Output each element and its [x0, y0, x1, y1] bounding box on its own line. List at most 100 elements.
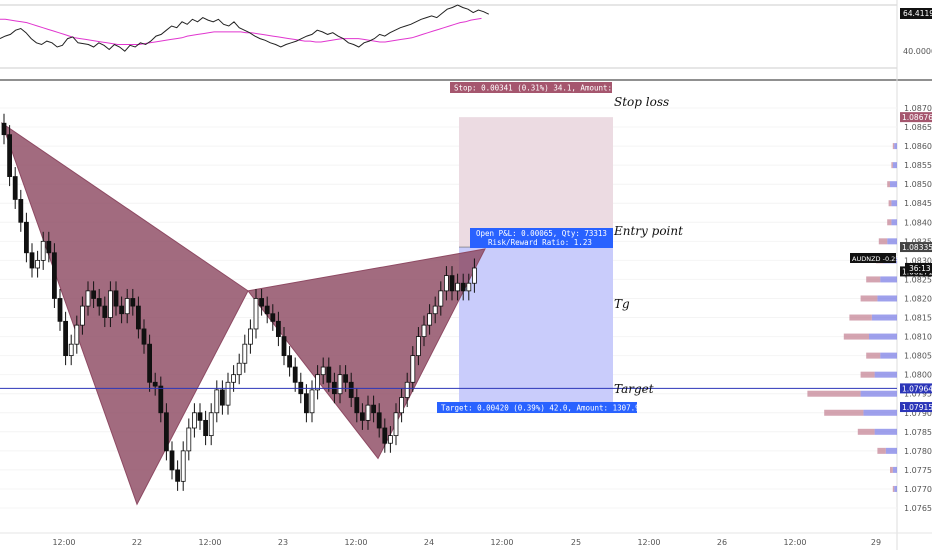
- candle-body: [108, 290, 113, 318]
- volume-profile-up-bar: [892, 466, 897, 473]
- candle-body: [147, 343, 153, 383]
- price-axis[interactable]: 1.07650 1.07700 1.07750 1.07800 1.07850 1.079…: [904, 104, 932, 513]
- price-tick-label: 1.07900: [904, 409, 932, 418]
- time-axis[interactable]: 12:00 22 12:00 23 12:00 24 12:00 25 12:00 26 12:00…: [52, 538, 881, 547]
- candle-body: [264, 305, 270, 315]
- price-tick-label: 1.08500: [904, 180, 932, 189]
- price-tick-label: 1.08150: [904, 314, 932, 323]
- candle-body: [57, 298, 63, 322]
- volume-profile-up-bar: [892, 162, 897, 169]
- volume-profile-up-bar: [894, 485, 897, 492]
- candle-body: [326, 366, 332, 383]
- candle-body: [113, 290, 119, 307]
- candle-body: [191, 412, 197, 429]
- volume-profile-up-bar: [894, 143, 897, 150]
- stop-loss-label: Stop loss: [614, 95, 669, 109]
- volume-profile-down-bar: [866, 352, 881, 359]
- candle-body: [365, 404, 371, 421]
- candle-body: [231, 374, 237, 383]
- candle-body: [449, 275, 455, 292]
- volume-profile-up-bar: [885, 447, 897, 454]
- volume-profile-down-bar: [890, 466, 893, 473]
- candle-body: [247, 328, 253, 345]
- volume-profile-down-bar: [857, 428, 875, 435]
- candle-body: [141, 328, 147, 345]
- candle-body: [1, 122, 7, 136]
- candle-body: [354, 397, 360, 414]
- indicator-value-badge: [900, 8, 932, 19]
- candle-body: [197, 412, 203, 421]
- candle-body: [124, 298, 130, 315]
- stop-info-text: Stop: 0.00341 (0.31%) 34.1, Amount: 750: [454, 84, 631, 93]
- price-badge: [900, 383, 932, 394]
- candle-body: [432, 305, 438, 315]
- candle-body: [399, 397, 405, 414]
- candle-body: [415, 336, 421, 357]
- volume-profile-up-bar: [877, 295, 897, 302]
- volume-profile-up-bar: [890, 181, 897, 188]
- volume-profile-down-bar: [892, 485, 895, 492]
- symbol-badge-label: AUDNZD -0.25%: [852, 255, 906, 263]
- candle-body: [292, 366, 298, 383]
- candle-body: [387, 435, 393, 444]
- candle-body: [443, 275, 449, 292]
- candle-body: [18, 199, 24, 223]
- time-tick-label: 26: [717, 538, 727, 547]
- time-tick-label: 29: [871, 538, 881, 547]
- candle-body: [169, 450, 175, 471]
- volume-profile-up-bar: [874, 428, 897, 435]
- candle-body: [315, 374, 321, 391]
- countdown-badge: [905, 263, 932, 273]
- price-tick-label: 1.08200: [904, 294, 932, 303]
- time-tick-label: 12:00: [490, 538, 513, 547]
- candle-body: [253, 298, 259, 330]
- tg-label: Tg: [614, 297, 630, 311]
- candle-body: [287, 355, 293, 368]
- time-tick-label: 12:00: [52, 538, 75, 547]
- candle-body: [214, 389, 220, 414]
- price-tick-label: 1.08650: [904, 123, 932, 132]
- candle-body: [236, 362, 242, 376]
- price-tick-label: 1.08300: [904, 256, 932, 265]
- price-badge-label: 1.08676: [902, 113, 932, 122]
- volume-profile-down-bar: [866, 276, 881, 283]
- target-info-text: Target: 0.00420 (0.39%) 42.0, Amount: 13…: [441, 404, 644, 413]
- countdown-label: 36:13: [909, 264, 931, 273]
- candle-body: [102, 305, 108, 318]
- candle-body: [85, 290, 91, 307]
- price-tick-label: 1.08550: [904, 161, 932, 170]
- candle-body: [337, 374, 343, 395]
- volume-profile-down-bar: [807, 390, 861, 397]
- candle-body: [23, 221, 29, 254]
- candle-body: [68, 343, 74, 357]
- candle-body: [359, 412, 365, 421]
- time-tick-label: 12:00: [344, 538, 367, 547]
- candle-body: [320, 366, 326, 376]
- candle-body: [152, 381, 158, 387]
- candle-body: [7, 134, 12, 177]
- candle-body: [376, 412, 382, 429]
- price-badge-label: 1.07964: [902, 384, 932, 393]
- harmonic-pattern[interactable]: [1, 121, 486, 506]
- candle-body: [175, 469, 181, 482]
- candle-body: [275, 320, 281, 337]
- price-tick-label: 1.07850: [904, 428, 932, 437]
- price-tick-label: 1.08600: [904, 142, 932, 151]
- volume-profile-up-bar: [880, 352, 897, 359]
- candle-body: [393, 412, 399, 437]
- price-tick-label: 1.08450: [904, 199, 932, 208]
- volume-profile-down-bar: [860, 295, 878, 302]
- stop-zone: [459, 117, 613, 248]
- candle-body: [46, 240, 52, 254]
- volume-profile-down-bar: [877, 447, 886, 454]
- candle-body: [303, 393, 309, 414]
- stop-info-box: [450, 82, 612, 93]
- candle-body: [382, 427, 388, 444]
- volume-profile-down-bar: [843, 333, 869, 340]
- volume-profile-up-bar: [887, 238, 897, 245]
- candle-body: [309, 389, 315, 414]
- candle-body: [410, 355, 416, 383]
- entry-point-label: Entry point: [613, 224, 683, 238]
